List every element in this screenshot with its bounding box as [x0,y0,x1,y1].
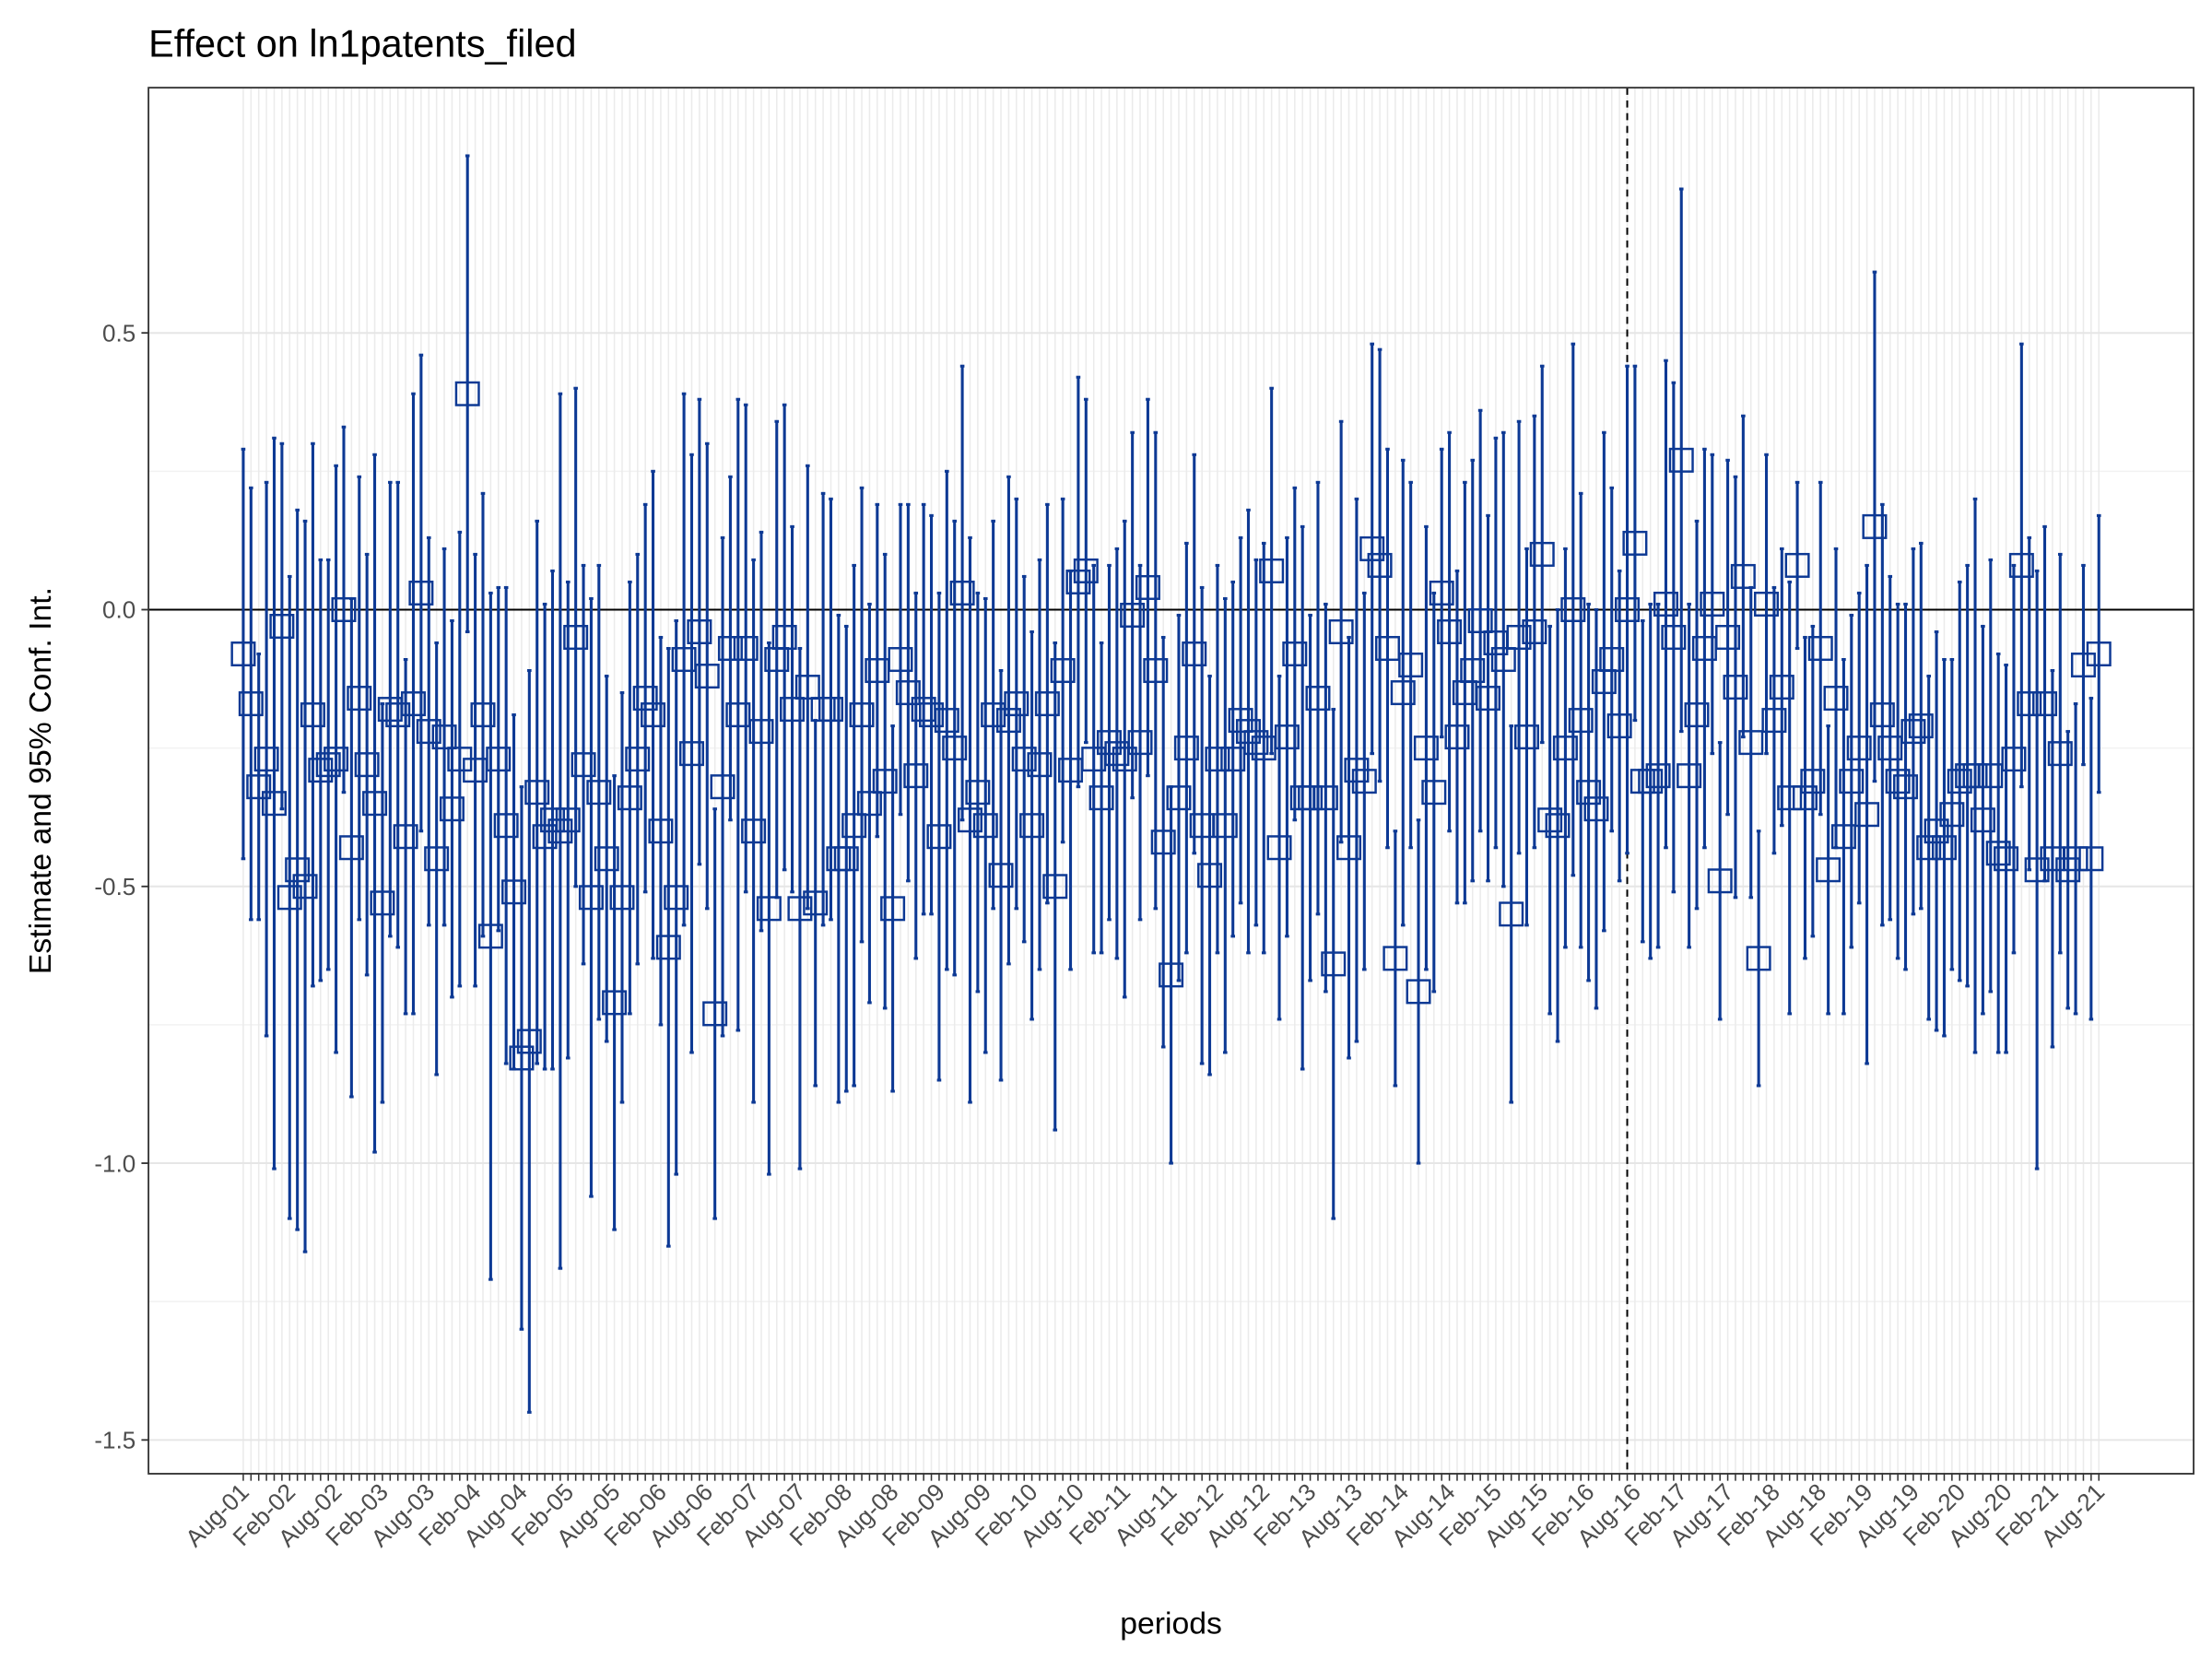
y-tick-label: -1.5 [94,1427,135,1454]
y-axis-title: Estimate and 95% Conf. Int. [23,587,58,974]
y-tick-label: 0.0 [102,596,135,624]
chart-title: Effect on ln1patents_filed [148,21,576,65]
y-tick-label: -1.0 [94,1149,135,1177]
x-axis-title: periods [1120,1606,1222,1641]
y-tick-label: 0.5 [102,319,135,347]
y-tick-label: -0.5 [94,873,135,900]
